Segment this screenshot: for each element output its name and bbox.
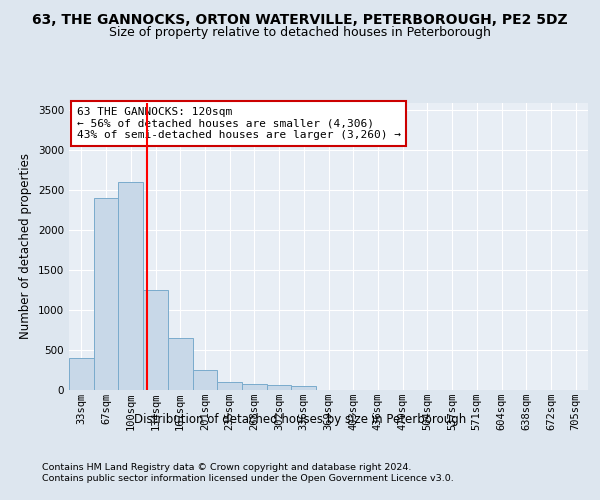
Bar — [242, 384, 267, 390]
Text: 63, THE GANNOCKS, ORTON WATERVILLE, PETERBOROUGH, PE2 5DZ: 63, THE GANNOCKS, ORTON WATERVILLE, PETE… — [32, 14, 568, 28]
Bar — [267, 385, 292, 390]
Text: Size of property relative to detached houses in Peterborough: Size of property relative to detached ho… — [109, 26, 491, 39]
Text: Contains public sector information licensed under the Open Government Licence v3: Contains public sector information licen… — [42, 474, 454, 483]
Text: Contains HM Land Registry data © Crown copyright and database right 2024.: Contains HM Land Registry data © Crown c… — [42, 462, 412, 471]
Text: Distribution of detached houses by size in Peterborough: Distribution of detached houses by size … — [134, 412, 466, 426]
Bar — [217, 382, 242, 390]
Y-axis label: Number of detached properties: Number of detached properties — [19, 153, 32, 340]
Bar — [118, 182, 143, 390]
Bar — [193, 370, 217, 390]
Text: 63 THE GANNOCKS: 120sqm
← 56% of detached houses are smaller (4,306)
43% of semi: 63 THE GANNOCKS: 120sqm ← 56% of detache… — [77, 107, 401, 140]
Bar — [94, 198, 118, 390]
Bar — [69, 358, 94, 390]
Bar — [292, 386, 316, 390]
Bar — [168, 338, 193, 390]
Bar — [143, 290, 168, 390]
